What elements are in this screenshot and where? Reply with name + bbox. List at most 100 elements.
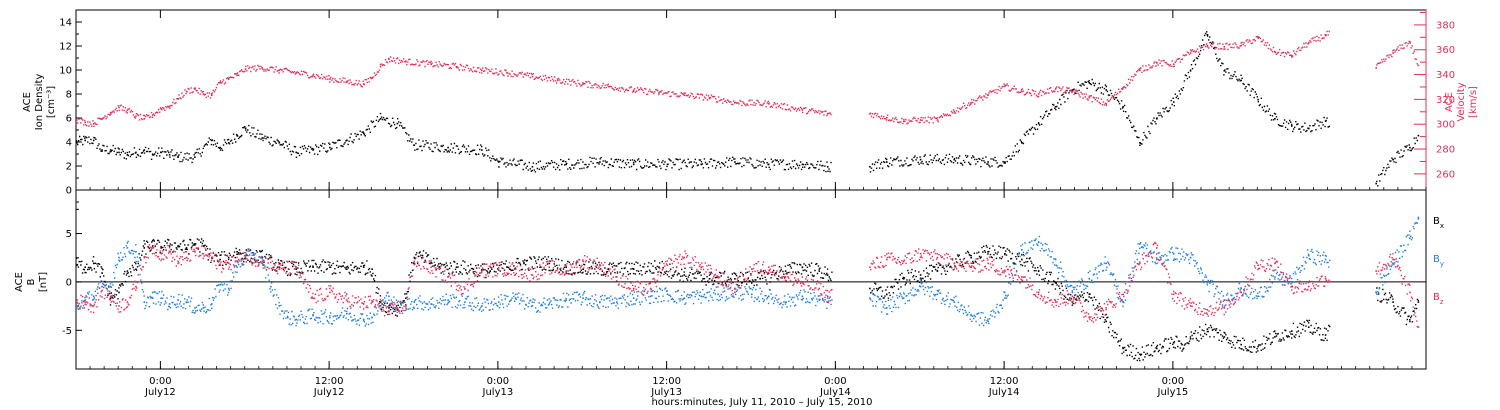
bx-point: [1223, 336, 1226, 338]
velocity-point: [481, 69, 483, 72]
bx-point: [160, 247, 162, 249]
bx-point: [455, 266, 458, 268]
by-point: [1054, 258, 1057, 261]
bz-point: [734, 287, 736, 290]
bz-point: [1172, 293, 1175, 296]
time-axis: 0:00July1212:00July120:00July1312:00July…: [75, 10, 1427, 398]
day-tick-label: July13: [650, 387, 682, 398]
bx-point: [438, 266, 441, 268]
velocity-point: [1291, 54, 1293, 57]
density-point: [481, 149, 483, 151]
bz-point: [531, 274, 534, 276]
bx-point: [1105, 320, 1107, 323]
velocity-point: [227, 78, 230, 80]
time-tick-label: 0:00: [487, 376, 509, 387]
bx-point: [227, 256, 230, 259]
density-point: [295, 151, 297, 154]
density-point: [987, 161, 989, 163]
bx-point: [658, 266, 660, 268]
bx-point: [1021, 258, 1023, 261]
bx-point: [1417, 301, 1420, 303]
by-point: [244, 256, 247, 259]
velocity-point: [143, 118, 146, 120]
b-tick-label: -5: [62, 326, 72, 337]
density-point: [118, 151, 120, 154]
bz-point: [143, 256, 146, 259]
bz-point: [1257, 264, 1259, 267]
bx-point: [902, 278, 905, 280]
velocity-point: [1122, 87, 1124, 89]
by-point: [582, 297, 584, 299]
bz-point: [784, 276, 787, 278]
density-point: [101, 149, 103, 151]
b-tick-label: 5: [66, 229, 72, 240]
bx-point: [919, 274, 922, 276]
bx-point: [1409, 320, 1411, 323]
top-frame: [75, 9, 1427, 191]
bz-point: [227, 262, 230, 265]
by-point: [118, 256, 120, 259]
bx-point: [1324, 334, 1327, 336]
bx-point: [126, 270, 129, 272]
bx-point: [346, 268, 348, 270]
density-point: [362, 132, 365, 134]
density-point: [160, 151, 162, 154]
by-point: [151, 297, 154, 299]
by-point: [92, 295, 95, 298]
bx-point: [1156, 347, 1158, 350]
velocity-point: [936, 119, 939, 121]
by-point: [185, 301, 188, 303]
bz-point: [1139, 262, 1141, 265]
bz-point: [346, 299, 348, 301]
velocity-axis-label-line: [km/s]: [1468, 86, 1479, 118]
bx-point: [1392, 301, 1394, 303]
bx-point: [1240, 343, 1242, 346]
bx-point: [734, 278, 736, 280]
velocity-point: [1004, 85, 1006, 88]
by-point: [869, 297, 871, 299]
by-point: [1139, 243, 1141, 245]
density-point: [1291, 125, 1293, 127]
legend-bz-sub: z: [1440, 298, 1444, 306]
bz-point: [135, 285, 137, 288]
bx-point: [784, 270, 787, 272]
day-tick-label: July12: [144, 387, 176, 398]
density-point: [219, 146, 221, 149]
day-tick-label: July12: [313, 387, 345, 398]
by-point: [1156, 258, 1158, 261]
density-point: [168, 154, 171, 156]
bz-point: [869, 266, 871, 268]
bz-point: [1223, 307, 1226, 309]
time-axis-label: hours:minutes, July 11, 2010 – July 15, …: [651, 397, 872, 408]
velocity-point: [826, 113, 829, 115]
bz-point: [1324, 278, 1327, 280]
velocity-point: [261, 67, 264, 69]
by-series: [76, 216, 1420, 327]
bx-point: [759, 278, 761, 280]
by-point: [970, 314, 972, 317]
b-axis-label-line: ACE: [14, 272, 25, 292]
velocity-point: [177, 98, 179, 100]
density-point: [346, 139, 348, 142]
density-point: [869, 166, 871, 168]
velocity-point: [405, 60, 407, 63]
bz-point: [1122, 293, 1124, 296]
velocity-point: [455, 65, 458, 68]
bz-point: [767, 266, 770, 268]
bz-point: [616, 276, 618, 278]
bz-point: [1189, 305, 1192, 307]
bx-point: [869, 287, 871, 290]
bz-point: [101, 289, 103, 292]
bx-point: [506, 266, 508, 268]
density-tick-label: 12: [59, 42, 72, 53]
density-point: [1417, 134, 1420, 137]
bz-point: [388, 310, 390, 313]
velocity-point: [632, 89, 635, 91]
bx-point: [185, 247, 188, 249]
density-point: [886, 161, 888, 163]
day-tick-label: July13: [482, 387, 514, 398]
density-tick-label: 6: [66, 114, 72, 125]
bz-point: [118, 305, 120, 307]
velocity-point: [1054, 88, 1057, 90]
density-tick-label: 14: [59, 18, 72, 29]
